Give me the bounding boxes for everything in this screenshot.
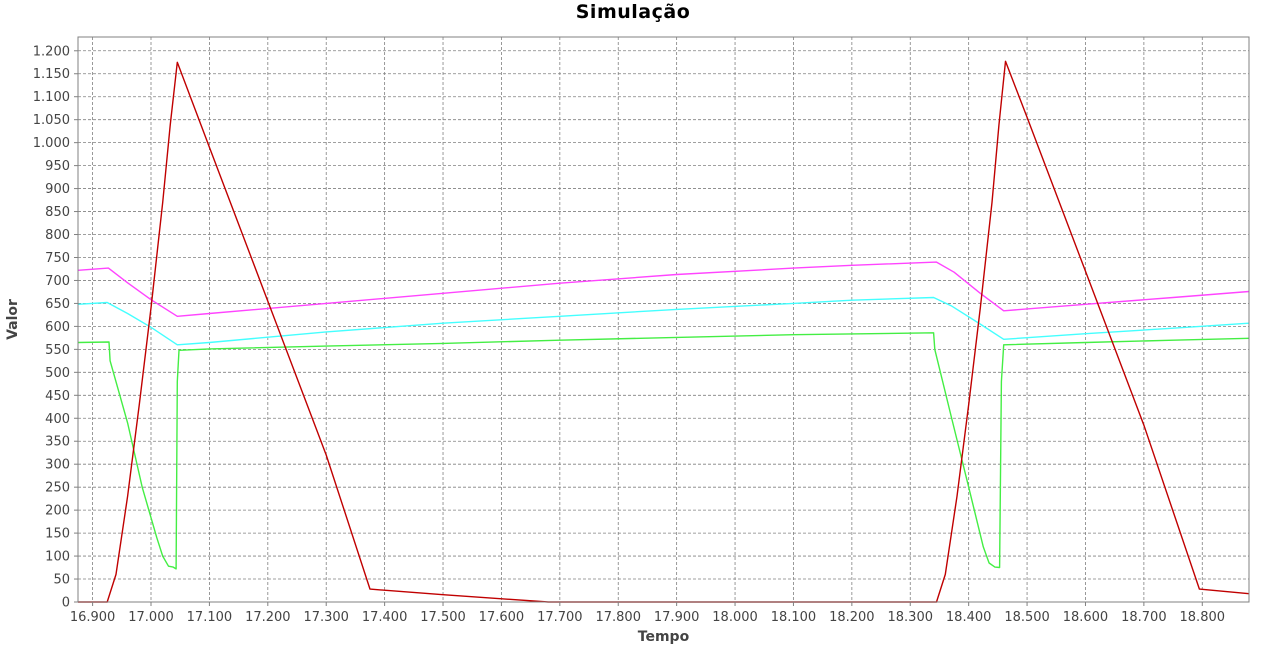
x-tick-label: 18.600 (1063, 610, 1109, 625)
x-tick-label: 18.400 (946, 610, 992, 625)
series-line-3 (77, 332, 1250, 570)
y-axis: 0 50 100 150 200 250 300 350 400 450 500 550 600 650 7… (33, 44, 78, 611)
grid-layer (78, 37, 1249, 603)
y-tick-label: 1.100 (33, 90, 70, 105)
chart-title: Simulação (575, 1, 691, 23)
y-tick-label: 50 (53, 573, 70, 588)
x-axis: 16.900 17.000 17.100 17.200 17.300 17.400 17.5… (70, 602, 1225, 625)
x-tick-label: 17.300 (303, 610, 349, 625)
y-tick-label: 700 (45, 274, 70, 289)
y-tick-label: 450 (45, 389, 70, 404)
y-tick-label: 750 (45, 251, 70, 266)
y-tick-label: 650 (45, 297, 70, 312)
y-tick-label: 950 (45, 159, 70, 174)
y-tick-label: 1.150 (33, 67, 70, 82)
y-tick-label: 800 (45, 228, 70, 243)
y-tick-label: 250 (45, 481, 70, 496)
y-tick-label: 1.050 (33, 113, 70, 128)
x-tick-label: 18.200 (829, 610, 875, 625)
y-tick-label: 600 (45, 320, 70, 335)
y-tick-label: 500 (45, 366, 70, 381)
series-line-1 (77, 261, 1250, 317)
x-tick-label: 17.100 (187, 610, 233, 625)
y-tick-label: 1.000 (33, 136, 70, 151)
x-tick-label: 18.700 (1121, 610, 1167, 625)
x-tick-label: 17.400 (362, 610, 408, 625)
x-tick-label: 17.900 (654, 610, 700, 625)
y-tick-label: 300 (45, 458, 70, 473)
y-axis-title: Valor (5, 299, 21, 340)
x-axis-title: Tempo (638, 629, 690, 645)
y-tick-label: 850 (45, 205, 70, 220)
x-tick-label: 17.200 (245, 610, 291, 625)
x-tick-label: 18.100 (771, 610, 817, 625)
y-tick-label: 900 (45, 182, 70, 197)
y-tick-label: 550 (45, 343, 70, 358)
y-tick-label: 1.200 (33, 44, 70, 59)
x-tick-label: 17.600 (479, 610, 525, 625)
y-tick-label: 400 (45, 412, 70, 427)
y-tick-label: 350 (45, 435, 70, 450)
y-tick-label: 200 (45, 504, 70, 519)
y-tick-label: 100 (45, 550, 70, 565)
plot-area (78, 37, 1249, 602)
x-tick-label: 17.800 (595, 610, 641, 625)
x-tick-label: 17.000 (128, 610, 174, 625)
x-tick-label: 18.800 (1180, 610, 1226, 625)
y-tick-label: 150 (45, 527, 70, 542)
x-tick-label: 18.300 (888, 610, 934, 625)
x-tick-label: 17.500 (420, 610, 466, 625)
x-tick-label: 18.000 (712, 610, 758, 625)
x-tick-label: 17.700 (537, 610, 583, 625)
y-tick-label: 0 (62, 596, 70, 611)
x-tick-label: 16.900 (70, 610, 116, 625)
plot-frame (77, 36, 1250, 603)
series-line-2 (77, 296, 1250, 346)
x-tick-label: 18.500 (1004, 610, 1050, 625)
